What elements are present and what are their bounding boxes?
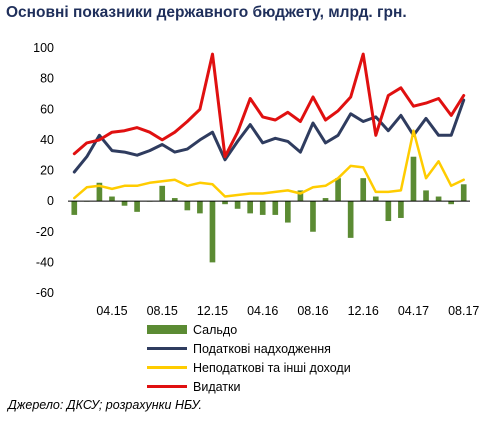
y-tick-label: 100 <box>33 41 54 55</box>
legend-swatch-saldo <box>147 325 187 334</box>
saldo-bar <box>285 201 291 223</box>
saldo-bar <box>297 190 304 202</box>
x-axis-ticks: 04.15 08.15 12.15 04.16 08.16 12.16 04.17 08.17 <box>96 304 479 318</box>
x-tick-label: 04.17 <box>398 304 429 318</box>
x-tick-label: 12.16 <box>348 304 379 318</box>
y-tick-label: 20 <box>40 164 54 178</box>
y-tick-label: -40 <box>36 255 54 269</box>
legend-label-tax: Податкові надходження <box>193 341 331 356</box>
saldo-bar <box>322 198 329 202</box>
saldo-bar <box>184 201 191 211</box>
saldo-bar <box>435 196 442 202</box>
saldo-bar <box>209 201 216 263</box>
x-tick-label: 12.15 <box>197 304 228 318</box>
saldo-bar <box>410 156 417 202</box>
saldo-bar <box>272 201 279 215</box>
legend-item-tax: Податкові надходження <box>147 339 351 358</box>
legend-label-expenditure: Видатки <box>193 379 241 394</box>
chart-title: Основні показники державного бюджету, мл… <box>6 4 407 21</box>
legend-swatch-expenditure <box>147 385 187 388</box>
saldo-bar <box>96 182 103 202</box>
legend-label-saldo: Сальдо <box>193 322 238 337</box>
x-tick-label: 04.16 <box>247 304 278 318</box>
saldo-bar <box>423 190 429 202</box>
legend-label-nontax: Неподаткові та інші доходи <box>193 360 351 375</box>
expenditure-line <box>72 52 466 159</box>
nontax-line <box>73 129 465 200</box>
saldo-bar <box>109 196 115 202</box>
saldo-bar <box>460 184 467 202</box>
legend: Сальдо Податкові надходження Неподаткові… <box>147 320 351 396</box>
x-tick-label: 04.15 <box>96 304 127 318</box>
saldo-bar <box>247 201 253 214</box>
saldo-bar <box>360 178 367 202</box>
legend-item-nontax: Неподаткові та інші доходи <box>147 358 351 377</box>
saldo-bar <box>335 178 341 202</box>
saldo-bar <box>385 201 392 222</box>
saldo-bar <box>159 185 166 202</box>
saldo-bar <box>234 201 241 209</box>
y-tick-label: -60 <box>36 286 54 300</box>
y-tick-label: 60 <box>40 102 54 116</box>
y-tick-label: 40 <box>40 133 54 147</box>
y-tick-label: -20 <box>36 225 54 239</box>
saldo-bar <box>121 201 128 206</box>
saldo-bar <box>197 201 203 214</box>
saldo-bar <box>372 196 379 202</box>
legend-swatch-tax <box>147 347 187 350</box>
saldo-bar <box>398 201 404 218</box>
series-lines <box>72 52 466 200</box>
source-note: Джерело: ДКСУ; розрахунки НБУ. <box>8 398 202 412</box>
saldo-bars <box>71 156 467 263</box>
x-tick-label: 08.15 <box>147 304 178 318</box>
tax-line <box>72 98 466 174</box>
y-tick-label: 0 <box>47 194 54 208</box>
saldo-bar <box>71 201 78 215</box>
saldo-bar <box>222 201 228 205</box>
saldo-bar <box>310 201 316 232</box>
legend-item-saldo: Сальдо <box>147 320 351 339</box>
y-axis-ticks: 100 80 60 40 20 0 -20 -40 -60 <box>33 41 54 300</box>
saldo-bar <box>171 198 178 202</box>
saldo-bar <box>259 201 266 215</box>
saldo-bar <box>448 201 454 205</box>
legend-item-expenditure: Видатки <box>147 377 351 396</box>
x-tick-label: 08.17 <box>448 304 479 318</box>
x-tick-label: 08.16 <box>297 304 328 318</box>
saldo-bar <box>347 201 354 238</box>
legend-swatch-nontax <box>147 366 187 369</box>
y-tick-label: 80 <box>40 72 54 86</box>
saldo-bar <box>134 201 140 212</box>
